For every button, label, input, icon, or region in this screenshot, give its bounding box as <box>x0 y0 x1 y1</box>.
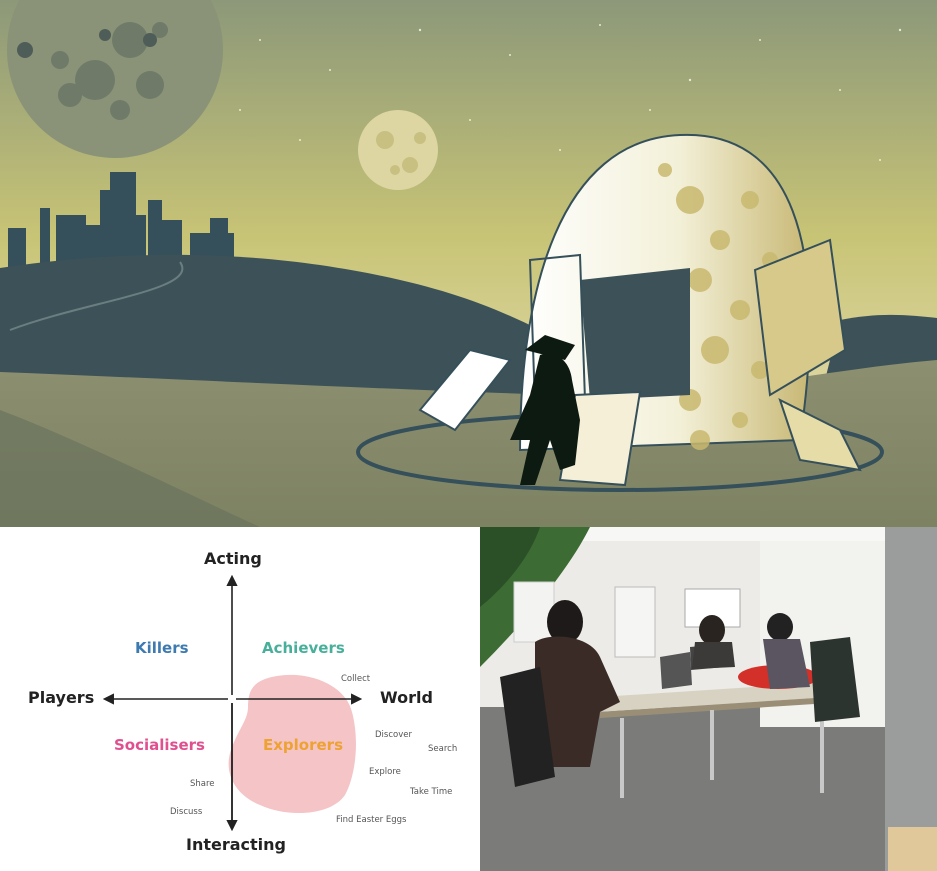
dome-pod <box>418 133 862 487</box>
shelf <box>614 586 656 658</box>
explorers-area-blob <box>228 674 356 814</box>
pod-side-panel <box>753 238 847 397</box>
person-middle <box>692 615 735 669</box>
pod-right-leg <box>778 398 862 472</box>
player-types-diagram: Acting Interacting Players World Killers… <box>0 527 480 871</box>
moon-landscape-illustration <box>0 0 937 527</box>
axis-label-acting: Acting <box>204 549 262 568</box>
office-workspace-photo <box>480 527 937 871</box>
quadrant-achievers: Achievers <box>262 639 345 657</box>
axis-label-world: World <box>380 688 433 707</box>
quadrant-killers: Killers <box>135 639 189 657</box>
verb-discover: Discover <box>375 730 412 740</box>
road <box>9 261 184 331</box>
dark-hill <box>0 254 560 400</box>
verb-explore: Explore <box>369 767 401 777</box>
desk <box>600 682 830 712</box>
axis-center-gap <box>228 695 236 703</box>
quadrant-explorers: Explorers <box>263 736 344 754</box>
photo-svg <box>480 527 937 871</box>
cloaked-figure-silhouette <box>510 335 580 485</box>
grey-column <box>885 527 937 871</box>
quadrant-socialisers: Socialisers <box>114 736 205 754</box>
verb-share: Share <box>190 779 215 789</box>
verb-search: Search <box>428 744 458 754</box>
city-skyline <box>8 172 234 268</box>
verb-find-easter-eggs: Find Easter Eggs <box>336 815 407 825</box>
pod-left-leg <box>418 348 512 432</box>
pod-window <box>580 268 690 400</box>
person-right <box>763 613 860 722</box>
ground-shadow <box>0 410 260 527</box>
illustration-svg <box>0 0 937 527</box>
axis-label-players: Players <box>28 688 95 707</box>
verb-collect: Collect <box>341 674 371 684</box>
verb-discuss: Discuss <box>170 807 203 817</box>
small-moon <box>358 110 438 190</box>
large-moon <box>7 0 223 158</box>
jacket-on-chair <box>810 637 860 722</box>
stars <box>239 24 902 161</box>
person-left <box>500 600 620 787</box>
laptop-1 <box>660 652 692 689</box>
axis-label-interacting: Interacting <box>186 835 286 854</box>
diagram-svg <box>102 574 363 832</box>
verb-take-time: Take Time <box>410 787 453 797</box>
office-chair <box>500 667 555 787</box>
